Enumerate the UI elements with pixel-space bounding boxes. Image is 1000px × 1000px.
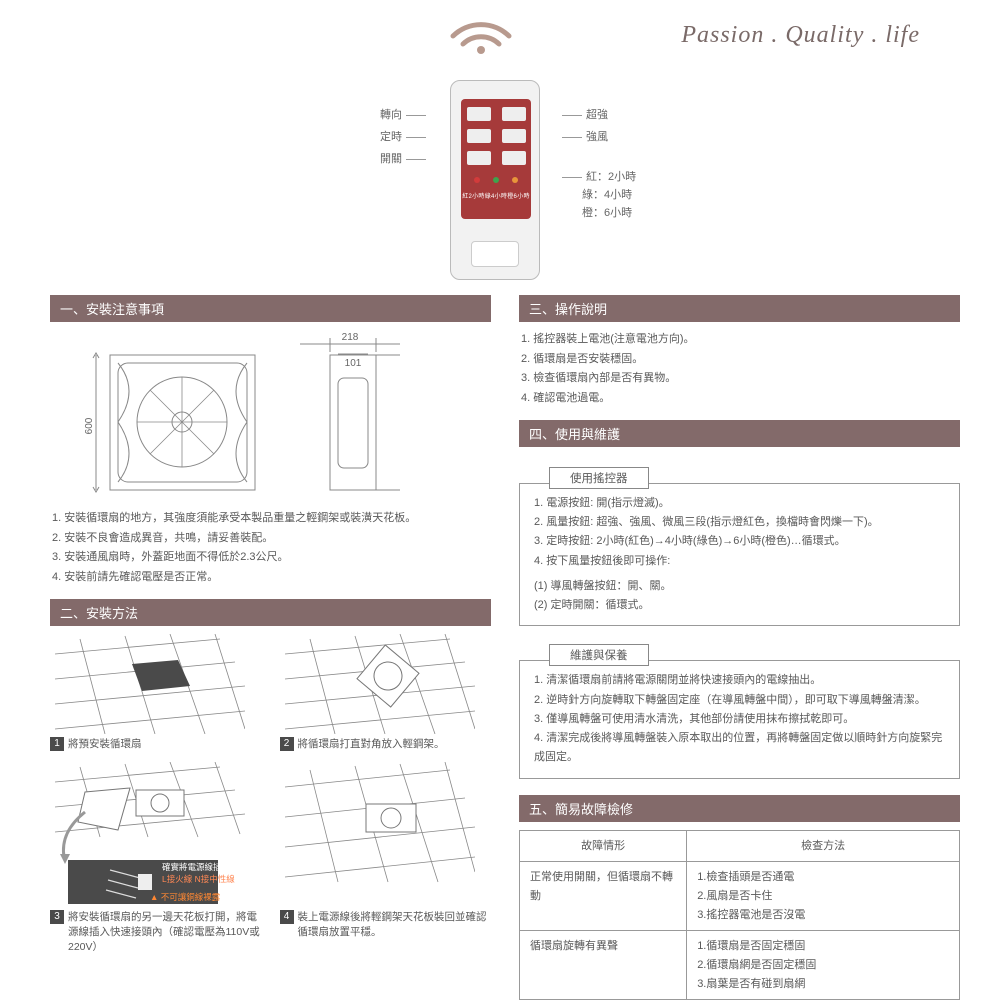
remote-label-right-5: 橙：6小時 [582, 204, 632, 220]
table-header-2: 檢查方法 [687, 830, 960, 862]
remote-label-right-1: 超強 [558, 106, 608, 122]
table-row: 正常使用開關，但循環扇不轉動 1.檢查插頭是否通電 2.風扇是否卡住 3.搖控器… [520, 862, 960, 931]
remote-label-left-2: 定時 [370, 128, 430, 144]
section-1-header: 一、安裝注意事項 [50, 295, 491, 322]
remote-label-right-2: 強風 [558, 128, 608, 144]
table-row: 循環扇旋轉有異聲 1.循環扇是否固定穩固 2.循環扇網是否固定穩固 3.扇葉是否… [520, 931, 960, 1000]
section-3-header: 三、操作說明 [519, 295, 960, 322]
troubleshoot-table: 故障情形 檢查方法 正常使用開關，但循環扇不轉動 1.檢查插頭是否通電 2.風扇… [519, 830, 960, 1000]
tagline: Passion . Quality . life [681, 22, 920, 49]
remote-label-right-3: 紅：2小時 [558, 168, 636, 184]
remote-label-left-1: 轉向 [370, 106, 430, 122]
svg-text:101: 101 [345, 358, 362, 369]
section-2-header: 二、安裝方法 [50, 599, 491, 626]
section-4-header: 四、使用與維護 [519, 420, 960, 447]
svg-text:218: 218 [342, 332, 359, 343]
section-3-notes: 1. 搖控器裝上電池(注意電池方向)。 2. 循環扇是否安裝穩固。 3. 檢查循… [521, 330, 958, 408]
remote-label-left-3: 開關 [370, 150, 430, 166]
table-header-1: 故障情形 [520, 830, 687, 862]
step-2-figure [280, 634, 475, 734]
svg-text:確實將電源線插入端子器: 確實將電源線插入端子器 [162, 862, 245, 872]
section-4-box-a: 1. 電源按鈕: 開(指示燈滅)。 2. 風量按鈕: 超強、強風、微風三段(指示… [519, 483, 960, 627]
step-4-figure [280, 762, 475, 907]
section-1-notes: 1. 安裝循環扇的地方，其強度須能承受本製品重量之輕鋼架或裝潢天花板。 2. 安… [52, 509, 489, 587]
install-steps: 1將預安裝循環扇 2將循環扇打直對角放入輕鋼架。 [50, 634, 491, 956]
section-4-sub1: 使用搖控器 [549, 467, 649, 489]
section-4-box-b: 1. 清潔循環扇前請將電源關閉並將快速接頭內的電線抽出。 2. 逆時針方向旋轉取… [519, 660, 960, 778]
section-4-sub2: 維護與保養 [549, 644, 649, 666]
remote-label-right-4: 綠：4小時 [582, 186, 632, 202]
dimension-drawing: 600 218 101 [50, 330, 470, 500]
remote-diagram: 紅2小時綠4小時橙6小時 轉向 定時 開關 超強 強風 紅：2小時 綠：4小時 … [0, 60, 1000, 290]
svg-text:L接火線 N接中性線: L接火線 N接中性線 [162, 874, 235, 884]
right-column: 三、操作說明 1. 搖控器裝上電池(注意電池方向)。 2. 循環扇是否安裝穩固。… [519, 295, 960, 1000]
wifi-icon [445, 8, 517, 56]
svg-text:▲ 不可讓銅線裸露: ▲ 不可讓銅線裸露 [150, 892, 221, 902]
remote-control: 紅2小時綠4小時橙6小時 [450, 80, 540, 280]
svg-text:600: 600 [84, 417, 95, 434]
step-3-figure: 確實將電源線插入端子器 L接火線 N接中性線 ▲ 不可讓銅線裸露 [50, 762, 245, 907]
section-5-header: 五、簡易故障檢修 [519, 795, 960, 822]
left-column: 一、安裝注意事項 [50, 295, 491, 1000]
step-1-figure [50, 634, 245, 734]
